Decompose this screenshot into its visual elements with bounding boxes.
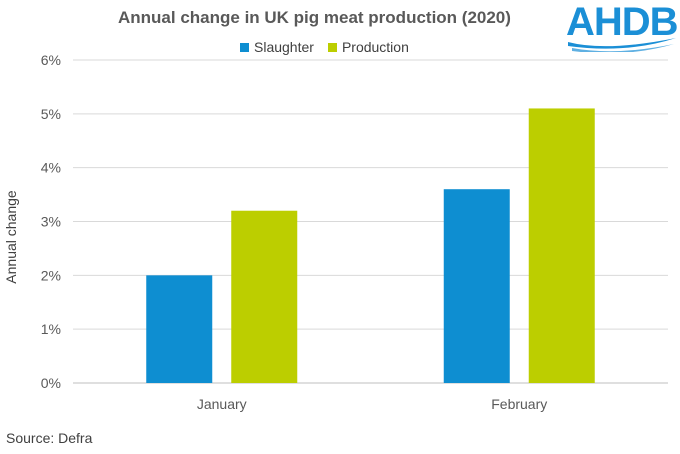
legend-item-slaughter: Slaughter [240,39,314,55]
y-tick-label: 1% [41,321,61,337]
x-tick-label-january: January [197,396,247,412]
y-axis-label: Annual change [3,190,19,284]
ahdb-logo: AHDB [566,0,679,52]
bar-production-january [231,210,298,383]
y-tick-label: 4% [41,160,61,176]
y-tick-label: 3% [41,214,61,230]
logo-text: AHDB [566,0,679,44]
source-note: Source: Defra [6,430,93,446]
bar-slaughter-february [443,189,510,383]
legend-label-slaughter: Slaughter [254,39,314,55]
y-tick-label: 0% [41,375,61,391]
y-tick-label: 2% [41,267,61,283]
legend: Slaughter Production [240,38,423,56]
logo-swoosh-icon [568,38,676,52]
x-tick-label-february: February [491,396,547,412]
y-tick-label: 5% [41,106,61,122]
legend-swatch-production [327,42,337,52]
legend-item-production: Production [327,39,409,55]
chart-title: Annual change in UK pig meat production … [118,8,511,27]
bar-production-february [528,108,595,383]
y-tick-label: 6% [41,52,61,68]
bar-slaughter-january [146,275,213,383]
legend-label-production: Production [341,39,409,55]
legend-swatch-slaughter [240,42,249,52]
